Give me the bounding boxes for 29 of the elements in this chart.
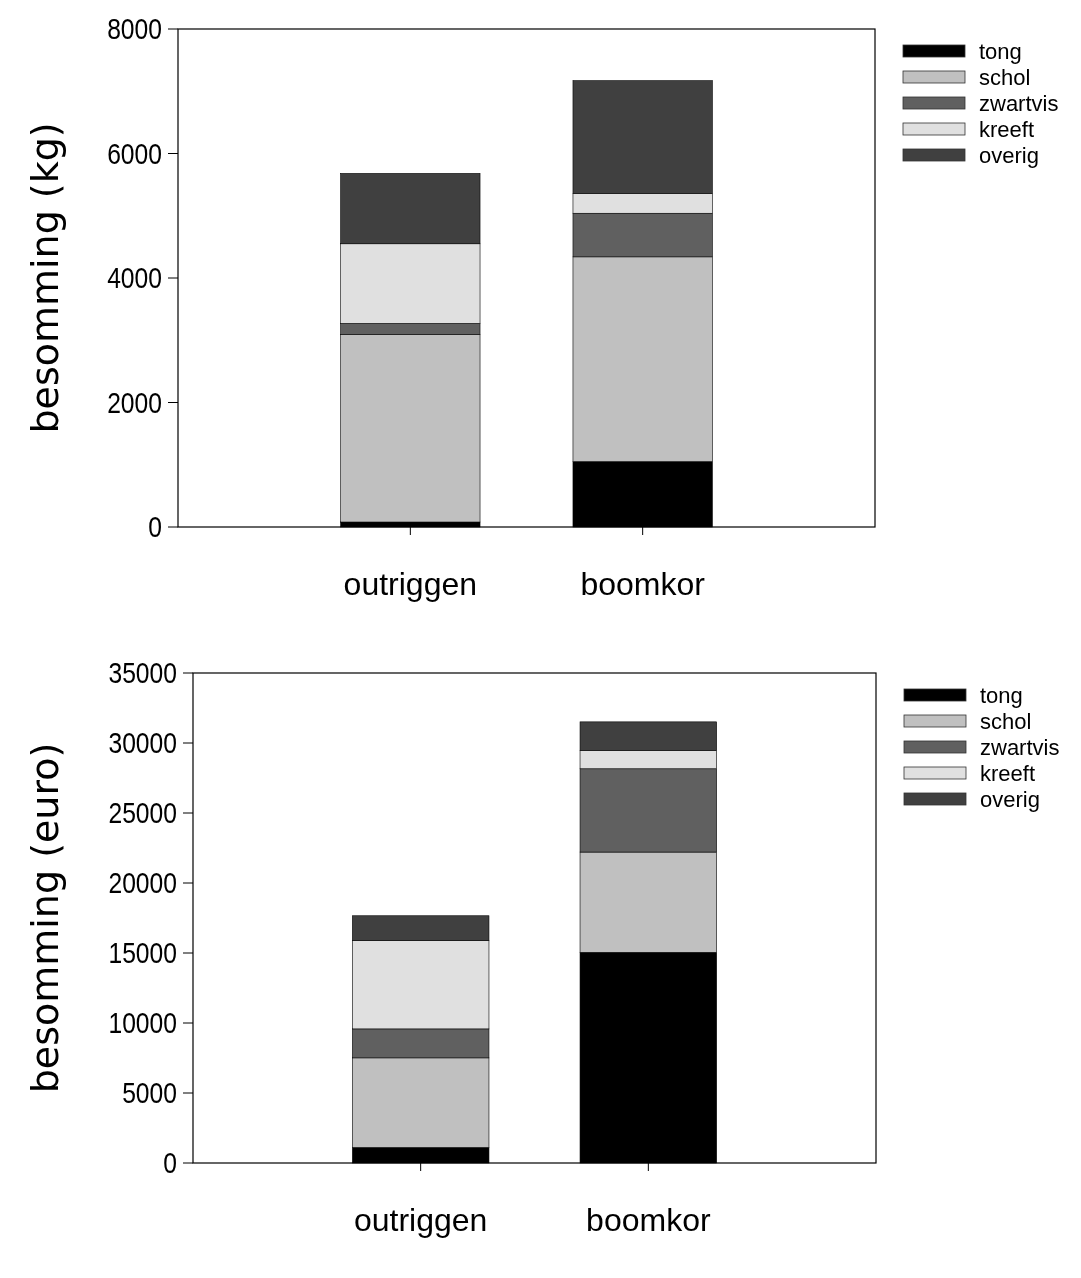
x-tick-label: boomkor — [580, 566, 706, 602]
legend-label: schol — [979, 64, 1031, 90]
y-tick-label: 25000 — [108, 797, 177, 830]
x-tick-label: boomkor — [586, 1202, 711, 1238]
y-tick-label: 10000 — [108, 1007, 177, 1040]
y-tick-label: 0 — [148, 511, 162, 544]
legend-label: zwartvis — [979, 90, 1059, 116]
legend-label: tong — [979, 38, 1022, 64]
x-tick-label: outriggen — [343, 566, 478, 602]
legend-label: kreeft — [980, 760, 1036, 786]
legend-label: overig — [979, 142, 1039, 168]
y-tick-label: 2000 — [107, 386, 162, 420]
y-tick-label: 35000 — [108, 657, 177, 690]
legend-label: overig — [980, 786, 1040, 812]
legend-label: zwartvis — [980, 734, 1060, 760]
y-tick-label: 0 — [163, 1147, 177, 1180]
legend-label: kreeft — [979, 116, 1035, 142]
y-tick-label: 5000 — [122, 1077, 177, 1110]
legend-label: schol — [980, 708, 1032, 734]
y-tick-label: 8000 — [107, 13, 162, 46]
y-tick-label: 20000 — [108, 867, 177, 900]
y-axis-title: besomming (kg) — [23, 122, 67, 434]
legend-label: tong — [980, 682, 1023, 708]
y-axis-title: besomming (euro) — [23, 742, 67, 1094]
y-tick-label: 4000 — [107, 262, 162, 295]
y-tick-label: 6000 — [107, 137, 162, 171]
x-tick-label: outriggen — [353, 1202, 488, 1238]
y-tick-label: 15000 — [108, 937, 177, 970]
y-tick-label: 30000 — [108, 727, 177, 760]
